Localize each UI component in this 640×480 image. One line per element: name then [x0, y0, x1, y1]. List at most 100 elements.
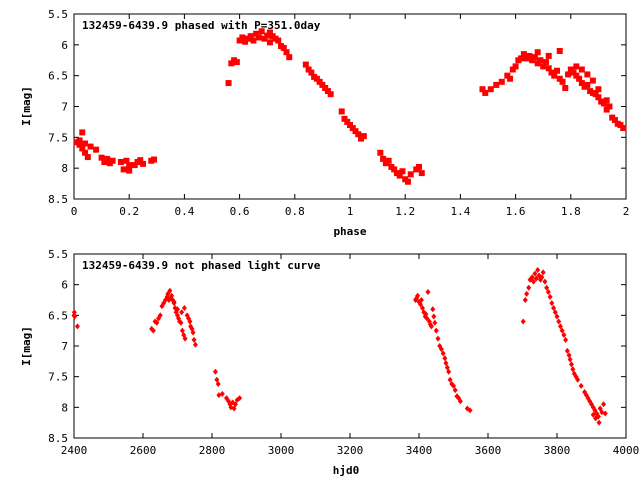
unphased-plot-data-point — [526, 284, 532, 291]
unphased-plot-data-point — [457, 398, 463, 405]
phased-plot-data-point — [355, 131, 362, 138]
unphased-plot-data-point — [181, 304, 187, 311]
unphased-plot-data-point — [435, 335, 441, 342]
unphased-plot-data-point — [442, 355, 448, 362]
unphased-plot-data-point — [178, 319, 184, 326]
phased-plot-data-point — [595, 94, 602, 101]
phased-plot-data-point — [548, 69, 555, 76]
phased-plot-data-point — [93, 146, 100, 153]
phased-plot-title: 132459-6439.9 phased with P=351.0day — [82, 19, 321, 32]
unphased-plot-data-point — [561, 331, 567, 338]
phased-plot-data-point — [137, 157, 144, 164]
unphased-plot-data-point — [578, 382, 584, 389]
phased-plot-data-point — [556, 75, 563, 82]
phased-plot-data-point — [286, 54, 293, 61]
unphased-plot-ytick-label: 8 — [61, 401, 68, 414]
phased-plot-ytick-label: 6.5 — [48, 70, 68, 83]
unphased-plot-ytick-label: 6.5 — [48, 309, 68, 322]
phased-plot-data-point — [228, 60, 235, 67]
unphased-plot-data-point — [593, 415, 599, 422]
unphased-plot-xlabel: hjd0 — [333, 464, 360, 477]
phased-plot-xtick-label: 1.2 — [395, 205, 415, 218]
unphased-plot-data-point — [557, 323, 563, 330]
phased-plot-data-point — [520, 51, 527, 58]
phased-plot-data-point — [542, 59, 549, 66]
unphased-plot-data-point — [535, 266, 541, 273]
unphased-plot-xtick-label: 2600 — [130, 444, 157, 457]
unphased-plot-data-point — [237, 395, 243, 402]
unphased-plot-data-point — [547, 293, 553, 300]
phased-plot-ylabel: I[mag] — [20, 86, 33, 126]
unphased-plot-data-point — [175, 306, 180, 313]
unphased-plot-data-point — [544, 284, 550, 291]
unphased-plot-data-point — [171, 298, 177, 305]
phased-plot-data-point — [391, 166, 398, 173]
phased-plot-data-point — [498, 78, 505, 85]
unphased-plot-data-point — [567, 356, 573, 363]
phased-plot-data-point — [573, 72, 580, 79]
unphased-plot-data-point — [556, 318, 562, 325]
unphased-plot-data-point — [446, 368, 452, 375]
phased-plot-data-point — [280, 44, 287, 51]
unphased-plot-data-point — [554, 313, 560, 320]
phased-plot-data-point — [266, 39, 273, 46]
phased-plot-data-point — [261, 35, 268, 42]
unphased-plot-ytick-label: 6 — [61, 279, 68, 292]
unphased-plot-data-point — [428, 323, 434, 330]
unphased-plot-data-point — [232, 401, 238, 408]
unphased-plot-data-point — [187, 318, 193, 325]
unphased-plot-ytick-label: 7 — [61, 340, 68, 353]
phased-plot-data-point — [322, 85, 329, 91]
phased-plot-data-point — [233, 59, 240, 66]
phased-plot-data-point — [151, 156, 158, 163]
phased-plot-data-point — [504, 72, 511, 79]
phased-plot-data-point — [123, 157, 130, 164]
phased-plot-ytick-label: 7 — [61, 101, 68, 114]
phased-plot-data-point — [316, 78, 323, 85]
phased-plot-data-point — [567, 66, 574, 73]
phased-plot-xtick-label: 0.8 — [285, 205, 305, 218]
phased-plot-data-point — [595, 86, 602, 93]
unphased-plot-data-point — [563, 336, 569, 343]
phased-plot-xtick-label: 2 — [623, 205, 630, 218]
unphased-plot-data-point — [532, 270, 538, 277]
phased-plot-data-point — [396, 172, 403, 179]
unphased-plot-data-point — [540, 269, 546, 276]
phased-plot-data-point — [283, 49, 290, 56]
phased-plot-data-point — [347, 122, 353, 128]
phased-plot-data-point — [76, 137, 83, 144]
unphased-plot-data-point — [215, 381, 221, 388]
phased-plot-data-point — [611, 117, 618, 124]
phased-plot-data-point — [565, 71, 572, 78]
phased-plot-data-point — [126, 162, 133, 169]
unphased-plot-data-point — [452, 387, 458, 394]
phased-plot-data-point — [482, 89, 489, 96]
unphased-plot-data-point — [601, 401, 607, 408]
phased-plot-data-point — [87, 143, 94, 150]
unphased-plot-xtick-label: 3000 — [268, 444, 295, 457]
unphased-plot-data-point — [602, 410, 608, 417]
unphased-plot-data-point — [566, 352, 572, 359]
phased-plot-data-point — [84, 154, 91, 161]
unphased-plot-data-point — [522, 297, 528, 303]
phased-plot-data-point — [104, 155, 111, 162]
unphased-plot-data-point — [72, 313, 78, 320]
unphased-plot-xtick-label: 3600 — [475, 444, 502, 457]
phased-plot-data-point — [399, 168, 406, 175]
phased-plot-data-point — [479, 86, 486, 93]
phased-plot-data-point — [573, 63, 580, 70]
unphased-plot-data-point — [191, 336, 197, 343]
unphased-plot-data-point — [182, 335, 188, 342]
phased-plot-data-point — [338, 108, 345, 115]
phased-plot-data-point — [578, 66, 585, 73]
phased-plot-data-point — [600, 100, 607, 107]
phased-plot-data-point — [120, 166, 127, 173]
phased-plot-data-point — [324, 88, 331, 95]
unphased-plot-data-point — [179, 309, 185, 316]
unphased-plot-ytick-label: 7.5 — [48, 371, 68, 384]
phased-plot-data-point — [247, 33, 254, 40]
unphased-plot-xtick-label: 4000 — [613, 444, 640, 457]
phased-plot-xtick-label: 0 — [71, 205, 78, 218]
unphased-plot-xtick-label: 3800 — [544, 444, 571, 457]
phased-plot-xtick-label: 0.6 — [230, 205, 250, 218]
